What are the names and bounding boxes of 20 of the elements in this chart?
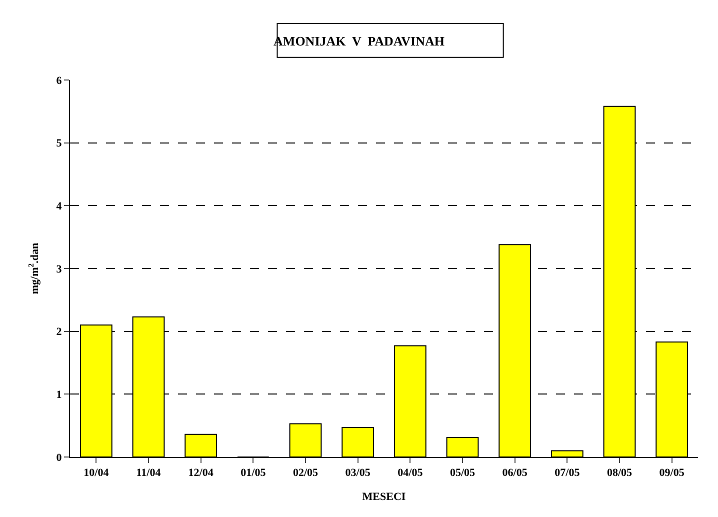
y-tick-label: 0: [56, 452, 62, 464]
y-tick-label: 6: [56, 74, 62, 87]
x-tick-label: 01/05: [240, 467, 266, 480]
x-tick-label: 10/04: [84, 467, 110, 480]
x-tick-label: 07/05: [554, 467, 580, 480]
y-tick-label: 2: [56, 326, 62, 338]
y-tick-label: 4: [56, 200, 62, 213]
y-tick-label: 1: [56, 389, 62, 402]
x-tick-label: 03/05: [345, 467, 371, 480]
x-tick-label: 04/05: [398, 467, 424, 480]
y-tick-label: 3: [56, 263, 62, 276]
x-tick-label: 05/05: [450, 467, 476, 480]
x-axis-title: MESECI: [362, 491, 406, 503]
x-tick-label: 09/05: [659, 467, 685, 480]
x-tick-label: 06/05: [502, 467, 528, 480]
x-tick-label: 12/04: [188, 467, 214, 480]
y-tick-label: 5: [56, 138, 62, 150]
x-tick-label: 02/05: [292, 467, 319, 480]
x-tick-label: 08/05: [606, 467, 633, 480]
x-tick-label: 11/04: [136, 467, 162, 480]
